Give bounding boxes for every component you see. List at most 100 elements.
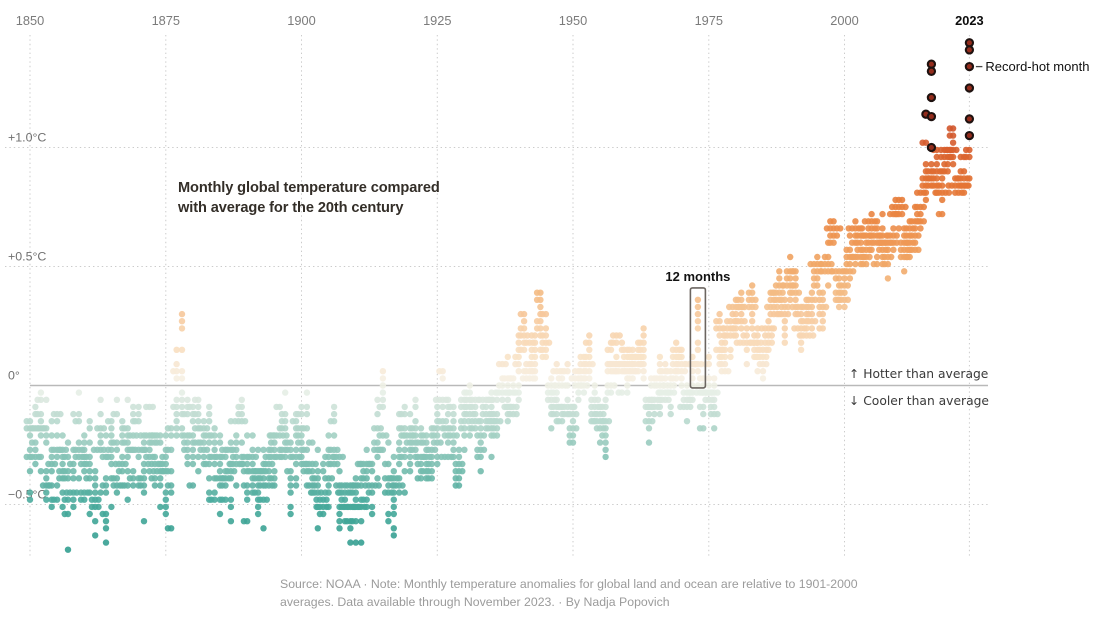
month-dot [322, 453, 329, 461]
month-dot [401, 446, 408, 453]
month-dot [616, 332, 623, 339]
month-dot [140, 446, 148, 453]
x-tick-label: 1850 [16, 13, 44, 28]
month-dot [765, 346, 772, 353]
month-dot [330, 432, 338, 439]
month-dot [102, 525, 110, 532]
month-dot [396, 475, 403, 482]
month-dot [430, 432, 438, 439]
month-dot [914, 203, 921, 211]
month-dot [110, 410, 117, 418]
month-dot [945, 189, 953, 196]
month-dot [72, 453, 79, 461]
month-dot [642, 418, 649, 425]
month-dot [533, 289, 541, 296]
month-dot [528, 332, 535, 339]
month-dot [374, 453, 381, 461]
month-dot [43, 396, 50, 403]
month-dot [707, 410, 715, 418]
month-dot [102, 432, 110, 439]
month-dot [295, 432, 302, 439]
month-dot [284, 446, 291, 453]
month-dot [59, 460, 66, 468]
month-dot [852, 260, 859, 268]
month-dot [150, 468, 157, 475]
month-dot [23, 453, 30, 461]
month-dot [888, 253, 895, 261]
month-dot [325, 482, 332, 489]
month-dot [162, 496, 169, 503]
month-dot [374, 475, 381, 482]
month-dot [184, 396, 191, 403]
month-dot [339, 453, 346, 461]
month-dot [827, 239, 834, 246]
month-dot [244, 432, 251, 439]
month-dot [75, 439, 83, 446]
month-dot [153, 432, 161, 439]
month-dot [810, 268, 818, 275]
month-dot [211, 460, 218, 468]
month-dot [400, 432, 407, 439]
month-dot [550, 403, 557, 411]
month-dot [113, 396, 121, 403]
month-dot [915, 232, 922, 239]
month-dot [178, 325, 186, 332]
month-dot [224, 468, 231, 475]
month-dot [594, 396, 602, 403]
month-dot [257, 468, 264, 475]
month-dot [70, 475, 77, 482]
month-dot [363, 503, 370, 511]
month-dot [406, 460, 414, 468]
month-dot [602, 446, 609, 453]
record-annotation-label: Record-hot month [985, 59, 1089, 74]
month-dot [810, 275, 818, 282]
month-dot [924, 182, 932, 189]
month-dot [439, 375, 446, 382]
month-dot [883, 232, 890, 239]
month-dot [432, 396, 440, 403]
month-dot [550, 368, 557, 375]
month-dot [901, 268, 908, 275]
month-dot [844, 296, 851, 303]
month-dot [658, 396, 666, 403]
month-dot [854, 246, 861, 253]
month-dot [181, 410, 188, 418]
month-dot [23, 418, 30, 425]
month-dot [768, 339, 775, 346]
month-dot [548, 425, 555, 432]
month-dot [602, 396, 609, 403]
month-dot [34, 396, 41, 403]
month-dot [791, 325, 798, 332]
month-dot [485, 396, 492, 403]
month-dot [208, 453, 215, 461]
month-dot [941, 161, 948, 168]
month-dot [181, 439, 188, 446]
month-dot [781, 332, 788, 339]
month-dot [751, 346, 758, 353]
month-dot [637, 346, 644, 353]
month-dot [409, 446, 416, 453]
month-dot [164, 446, 172, 453]
month-dot [753, 353, 760, 361]
month-dot [412, 396, 419, 403]
month-dot [564, 382, 571, 389]
month-dot [50, 410, 58, 418]
month-dot [933, 161, 940, 168]
month-dot [517, 310, 524, 318]
month-dot [914, 218, 921, 225]
month-dot [381, 489, 389, 496]
month-dot [94, 425, 101, 432]
month-dot [463, 389, 470, 396]
month-dot [669, 346, 677, 353]
month-dot [962, 146, 970, 154]
month-dot [26, 446, 34, 453]
month-dot [843, 268, 850, 275]
month-dot [50, 496, 58, 503]
month-dot [28, 425, 36, 432]
month-dot [829, 268, 836, 275]
month-dot [124, 496, 131, 503]
month-dot [227, 475, 235, 482]
month-dot [939, 175, 946, 182]
month-dot [734, 303, 742, 311]
month-dot [604, 368, 611, 375]
